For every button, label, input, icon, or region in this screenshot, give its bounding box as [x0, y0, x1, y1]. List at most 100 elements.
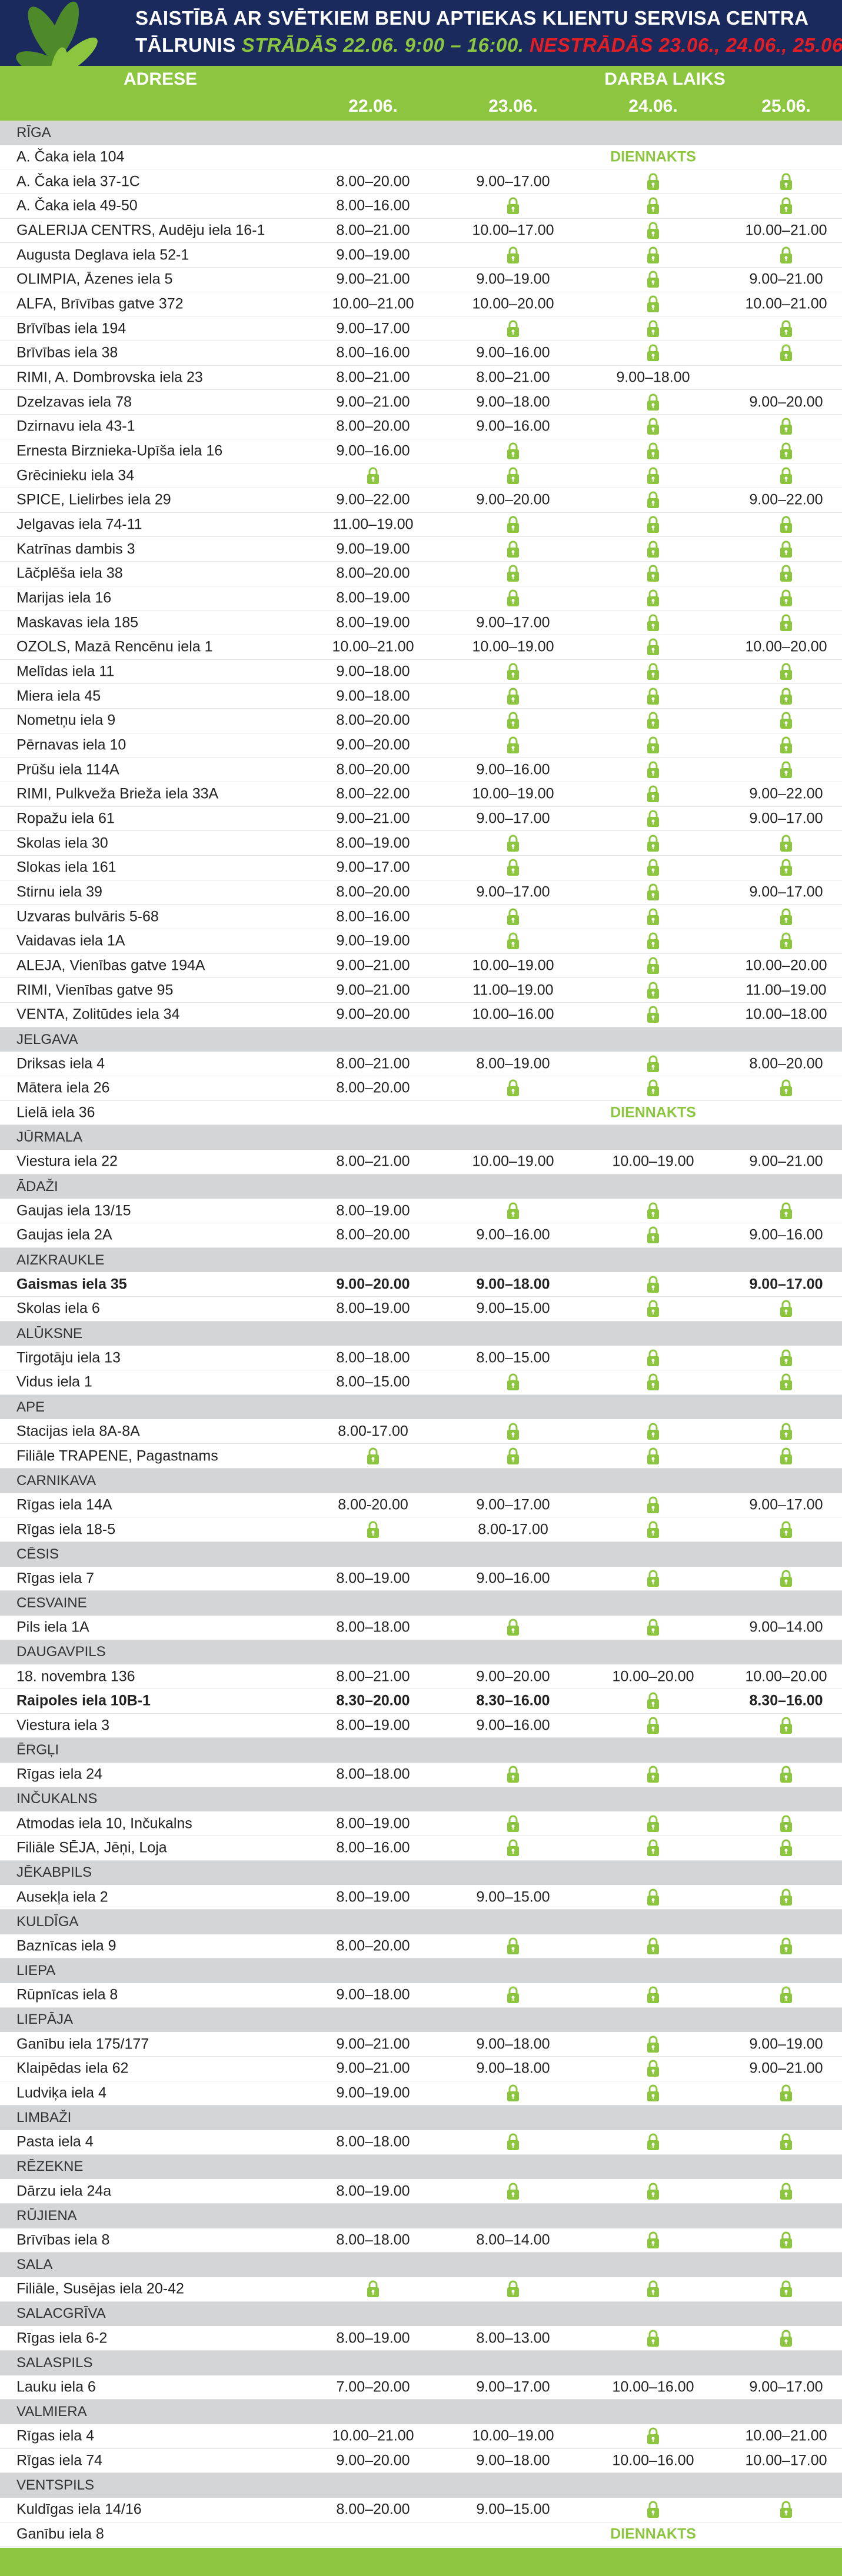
address: Driksas iela 4: [16, 1055, 105, 1072]
hours: 10.00–19.00: [472, 1153, 554, 1170]
closed-icon: [646, 197, 660, 215]
closed-icon: [506, 2133, 520, 2151]
store-row: Ausekļa iela 2 8.00–19.00 9.00–15.00: [0, 1885, 842, 1910]
closed-icon: [779, 442, 793, 460]
store-row: Rīgas iela 7 8.00–19.00 9.00–16.00: [0, 1567, 842, 1591]
store-row: ALEJA, Vienības gatve 194A 9.00–21.00 10.0…: [0, 954, 842, 979]
hours: 9.00–15.00: [476, 1300, 550, 1317]
closed-icon: [506, 1937, 520, 1955]
store-row: Marijas iela 16 8.00–19.00: [0, 586, 842, 611]
address: VENTA, Zolitūdes iela 34: [16, 1006, 180, 1023]
hours: 9.00–16.00: [476, 1717, 550, 1734]
city-name: INČUKALNS: [16, 1791, 98, 1807]
closed-icon: [779, 516, 793, 533]
address: Ernesta Birznieka-Upīša iela 16: [16, 442, 223, 459]
closed-icon: [646, 785, 660, 803]
city-row: RĪGA: [0, 121, 842, 145]
closed-icon: [779, 761, 793, 779]
closed-icon: [646, 589, 660, 607]
address: Gaujas iela 13/15: [16, 1202, 131, 1219]
address: Rīgas iela 18-5: [16, 1521, 116, 1538]
hours: 8.00–18.00: [336, 1766, 410, 1783]
closed-icon: [646, 1937, 660, 1955]
hours: 9.00–20.00: [476, 1668, 550, 1685]
all-day-note: DIENNAKTS: [610, 2525, 696, 2542]
store-row: Viestura iela 3 8.00–19.00 9.00–16.00: [0, 1714, 842, 1739]
hours: 9.00–19.00: [336, 932, 410, 949]
closed-icon: [646, 2060, 660, 2077]
hours: 8.00-20.00: [338, 1496, 408, 1513]
hours: 9.00–15.00: [476, 2501, 550, 2518]
address: Pērnavas iela 10: [16, 736, 127, 753]
hours: 8.00–21.00: [336, 1055, 410, 1072]
hours: 8.00–18.00: [336, 2133, 410, 2150]
city-row: DAUGAVPILS: [0, 1640, 842, 1665]
store-row: VENTA, Zolitūdes iela 34 9.00–20.00 10.00–…: [0, 1003, 842, 1027]
closed-icon: [646, 442, 660, 460]
hours: 10.00–21.00: [745, 2427, 827, 2444]
city-row: VALMIERA: [0, 2400, 842, 2424]
hours: 9.00–21.00: [749, 1153, 823, 1170]
closed-icon: [646, 393, 660, 411]
store-row: SPICE, Lielirbes iela 29 9.00–22.00 9.00–2…: [0, 488, 842, 513]
hours: 9.00–15.00: [476, 1888, 550, 1906]
address: Nometņu iela 9: [16, 712, 116, 729]
address: SPICE, Lielirbes iela 29: [16, 491, 171, 508]
address: Dārzu iela 24a: [16, 2183, 112, 2200]
hours: 9.00–17.00: [749, 2378, 823, 2395]
hours: 8.30–16.00: [749, 1692, 823, 1709]
store-row: A. Čaka iela 104 DIENNAKTS: [0, 145, 842, 170]
hours: 9.00–17.00: [476, 1496, 550, 1513]
closed-icon: [366, 2280, 380, 2298]
address: Pasta iela 4: [16, 2133, 94, 2150]
hours: 8.00–20.00: [336, 883, 410, 900]
city-row: VENTSPILS: [0, 2473, 842, 2498]
hours: 7.00–20.00: [336, 2378, 410, 2395]
store-row: Ludviķa iela 4 9.00–19.00: [0, 2081, 842, 2106]
closed-icon: [779, 173, 793, 191]
city-name: JŪRMALA: [16, 1129, 83, 1146]
closed-icon: [779, 1423, 793, 1440]
hours: 8.00–19.00: [336, 1815, 410, 1832]
hours: 10.00–16.00: [612, 2452, 694, 2469]
store-row: Ganību iela 175/177 9.00–21.00 9.00–18.00 9…: [0, 2032, 842, 2057]
closed-icon: [779, 418, 793, 435]
closed-icon: [646, 1006, 660, 1023]
hours: 10.00–21.00: [745, 295, 827, 312]
closed-icon: [646, 688, 660, 705]
closed-icon: [646, 1373, 660, 1391]
store-row: Katrīnas dambis 3 9.00–19.00: [0, 537, 842, 562]
city-name: KULDĪGA: [16, 1913, 79, 1930]
store-row: A. Čaka iela 37-1C 8.00–20.00 9.00–17.00: [0, 169, 842, 194]
hours: 9.00–22.00: [749, 785, 823, 802]
store-row: OLIMPIA, Āzenes iela 5 9.00–21.00 9.00–19.…: [0, 268, 842, 292]
hours: 9.00–18.00: [476, 2036, 550, 2053]
hours: 8.00–19.00: [336, 1570, 410, 1587]
hours: 9.00–21.00: [336, 957, 410, 974]
store-row: RIMI, Pulkveža Brieža iela 33A 8.00–22.00…: [0, 782, 842, 807]
hours: 10.00–20.00: [745, 957, 827, 974]
closed-icon: [779, 1447, 793, 1465]
closed-icon: [779, 688, 793, 705]
address: Dzirnavu iela 43-1: [16, 418, 135, 435]
closed-icon: [646, 1692, 660, 1710]
address: Brīvības iela 38: [16, 344, 118, 361]
hours: 10.00–17.00: [472, 222, 554, 239]
store-row: Filiāle TRAPENE, Pagastnams: [0, 1444, 842, 1469]
closed-icon: [779, 467, 793, 485]
city-name: LIEPA: [16, 1963, 56, 1979]
closed-icon: [779, 614, 793, 632]
address: Ropažu iela 61: [16, 810, 115, 827]
hours: 9.00–17.00: [336, 859, 410, 876]
address: Skolas iela 30: [16, 835, 108, 852]
store-row: Vidus iela 1 8.00–15.00: [0, 1370, 842, 1395]
closed-icon: [646, 1766, 660, 1783]
city-name: VALMIERA: [16, 2404, 87, 2420]
store-row: Gaismas iela 35 9.00–20.00 9.00–18.00 9.00–…: [0, 1272, 842, 1297]
closed-icon: [646, 859, 660, 876]
address: Brīvības iela 8: [16, 2231, 110, 2248]
address: Atmodas iela 10, Inčukalns: [16, 1815, 192, 1832]
closed-icon: [779, 932, 793, 950]
store-row: Gaujas iela 13/15 8.00–19.00: [0, 1199, 842, 1224]
city-row: ALŪKSNE: [0, 1321, 842, 1346]
